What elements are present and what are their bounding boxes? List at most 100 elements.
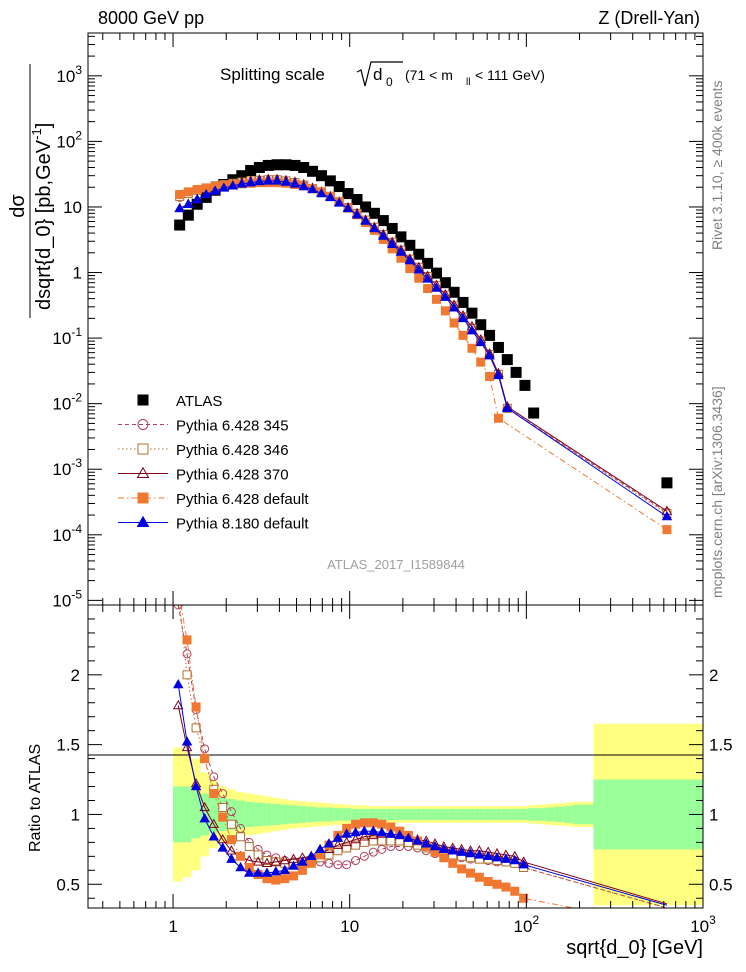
ratio-point: [199, 813, 210, 823]
main-point: [316, 187, 327, 198]
x-tick-exp: 2: [532, 913, 539, 927]
ratio-point: [376, 826, 388, 837]
y-tick-label: 103: [56, 63, 82, 86]
ratio-point: [412, 835, 423, 845]
ratio-point: [217, 842, 228, 852]
ratio-point: [297, 856, 308, 866]
ratio-point: [341, 836, 352, 847]
main-point: [404, 239, 416, 251]
ratio-inner-band: [297, 806, 307, 823]
main-point: [414, 273, 424, 283]
main-point: [333, 197, 345, 207]
ratio-point: [509, 854, 521, 865]
ratio-inner-band: [377, 808, 387, 821]
y-tick-label: 10-1: [52, 325, 82, 348]
main-point: [519, 379, 531, 391]
ratio-point: [351, 856, 361, 866]
main-point: [439, 277, 451, 289]
main-point: [458, 330, 468, 340]
main-point: [236, 178, 248, 188]
ratio-ylabel: Ratio to ATLAS: [27, 744, 44, 852]
ratio-point: [351, 840, 361, 850]
ratio-point: [173, 605, 183, 610]
ratio-inner-band: [404, 808, 413, 821]
x-tick-base: 10: [690, 917, 709, 936]
y-tick-exp: -3: [71, 456, 82, 470]
ratio-point: [191, 702, 201, 712]
ratio-point: [448, 858, 458, 868]
ratio-inner-band: [448, 808, 458, 821]
ratio-point: [253, 850, 263, 860]
ratio-y-tick-label: 1: [71, 805, 80, 824]
y-tick-label: 10: [63, 198, 82, 217]
main-point: [191, 193, 203, 204]
main-point: [342, 202, 354, 213]
main-point: [174, 202, 185, 213]
main-ylabel-bottom: dsqrt{d_0} [pb,GeV: [33, 139, 55, 310]
main-point: [182, 209, 194, 221]
ratio-point: [174, 587, 182, 595]
main-point: [485, 371, 495, 381]
ratio-point: [385, 828, 397, 838]
ratio-point: [261, 867, 273, 877]
main-point: [200, 188, 212, 199]
main-point: [175, 189, 185, 199]
ratio-inner-band: [351, 808, 360, 821]
ratio-point: [226, 807, 236, 817]
ratio-point: [279, 854, 291, 865]
ratio-point: [182, 635, 192, 645]
ratio-point: [324, 850, 334, 860]
main-point: [183, 187, 193, 197]
legend-marker: [137, 492, 149, 504]
ratio-point: [323, 838, 335, 848]
y-tick-label: 10-4: [52, 522, 82, 545]
ratio-point: [218, 789, 228, 799]
ratio-xlabel: sqrt{d_0} [GeV]: [566, 937, 703, 959]
main-point: [413, 264, 425, 274]
ratio-inner-band: [501, 808, 511, 821]
ratio-inner-band: [173, 786, 183, 843]
legend-marker: [137, 419, 149, 430]
ratio-point: [350, 826, 361, 837]
main-series-line: [179, 178, 668, 512]
ratio-point: [172, 678, 184, 689]
ratio-point: [342, 843, 352, 853]
y-tick-base: 10: [52, 460, 71, 479]
main-point: [422, 257, 434, 269]
ratio-point: [200, 754, 210, 764]
ratio-inner-band: [306, 806, 316, 823]
ratio-point: [252, 856, 264, 866]
main-point: [263, 175, 274, 185]
ratio-point: [500, 853, 512, 863]
ratio-inner-band: [182, 786, 192, 843]
main-series: [174, 159, 673, 535]
x-tick-exp: 3: [709, 913, 716, 927]
main-point: [492, 341, 504, 353]
x-tick-label: 103: [690, 913, 716, 936]
main-point: [368, 207, 380, 219]
legend-label: ATLAS: [176, 393, 222, 410]
ratio-point: [377, 844, 387, 854]
main-title-prefix: Splitting scale: [220, 65, 325, 84]
main-point: [466, 325, 478, 335]
legend-marker: [136, 515, 150, 527]
ratio-inner-band: [226, 799, 236, 830]
ratio-point: [236, 832, 246, 842]
main-point: [289, 178, 301, 188]
ratio-point: [482, 850, 494, 861]
ratio-point: [235, 861, 246, 872]
y-tick-exp: -5: [71, 587, 82, 601]
ratio-inner-band: [474, 808, 484, 821]
y-tick-exp: -2: [71, 391, 82, 405]
ratio-point: [438, 843, 450, 854]
main-point: [510, 366, 522, 378]
main-point: [377, 215, 389, 227]
main-point: [174, 219, 186, 231]
main-point: [395, 246, 407, 256]
ratio-inner-band: [519, 808, 528, 821]
ratio-inner-band: [191, 790, 201, 839]
ratio-point: [501, 882, 511, 892]
main-point: [280, 176, 292, 186]
y-tick-base: 10: [52, 395, 71, 414]
